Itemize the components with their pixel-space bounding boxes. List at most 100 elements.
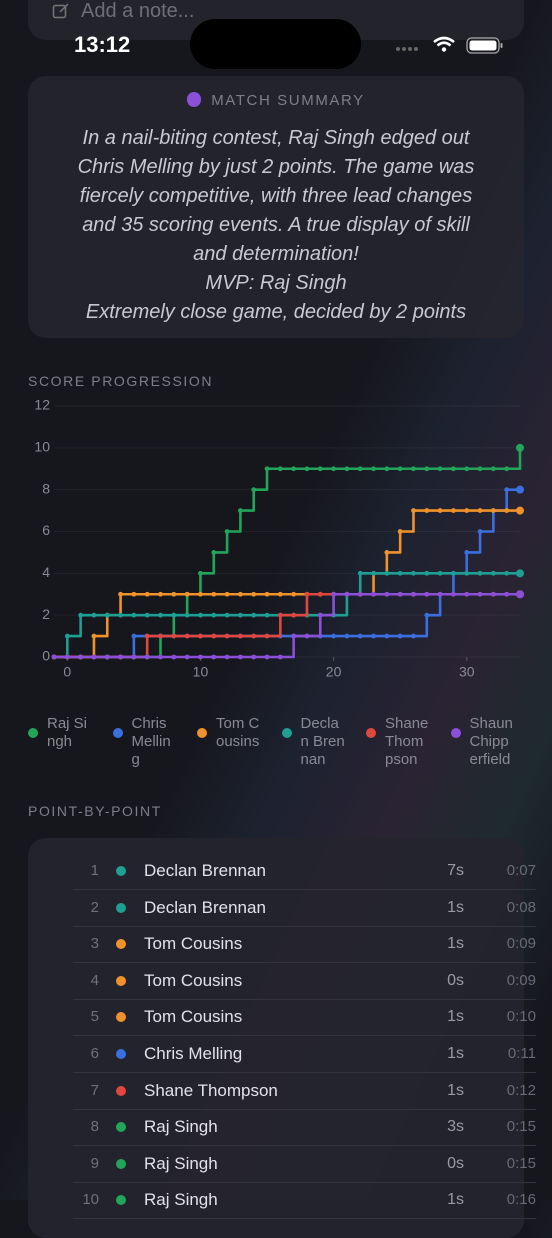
y-tick-label: 8: [42, 480, 50, 496]
point: [198, 612, 203, 618]
point: [384, 466, 390, 472]
row-number: 6: [90, 1045, 99, 1062]
legend: Raj Singh Chris Melling Tom Cousins Declan …: [28, 715, 528, 775]
point: [158, 591, 163, 597]
row-dot: [116, 939, 126, 950]
row-number: 9: [90, 1154, 99, 1172]
y-tick-label: 12: [34, 397, 50, 413]
note-placeholder[interactable]: Add a note...: [81, 0, 195, 22]
point: [277, 466, 283, 472]
point: [516, 443, 524, 452]
point: [264, 633, 270, 639]
point: [211, 591, 217, 597]
row-dot: [116, 866, 126, 876]
point: [291, 612, 297, 618]
point: [424, 612, 430, 618]
point: [277, 591, 283, 597]
point: [238, 654, 243, 660]
row-player: Shane Thompson: [144, 1080, 278, 1100]
point: [211, 633, 217, 639]
point: [477, 570, 483, 576]
x-tick-label: 0: [63, 664, 71, 680]
row-time: 0:10: [506, 1008, 536, 1026]
point: [344, 466, 350, 472]
list-row: 2 Declan Brennan 1s 0:08: [73, 890, 536, 927]
row-player: Tom Cousins: [144, 934, 243, 954]
row-player: Tom Cousins: [144, 1007, 243, 1027]
row-player: Chris Melling: [144, 1044, 243, 1063]
point: [424, 466, 430, 472]
legend-label: Tom Cousins: [216, 715, 260, 750]
summary-text: In a nail-biting contest, Raj Singh edge…: [77, 127, 475, 265]
summary-header: MATCH SUMMARY: [28, 92, 524, 110]
row-number: 3: [90, 935, 99, 953]
point: [371, 466, 376, 472]
point: [184, 591, 190, 597]
point: [251, 633, 257, 639]
point: [437, 466, 443, 472]
point: [477, 529, 483, 534]
point: [371, 633, 376, 639]
point: [251, 487, 257, 493]
row-player: Declan Brennan: [144, 861, 266, 880]
row-time: 0:09: [506, 971, 536, 989]
point: [91, 654, 97, 660]
list-title: POINT-BY-POINT: [28, 803, 162, 819]
point: [171, 612, 177, 618]
point: [64, 654, 70, 660]
point: [78, 654, 84, 660]
legend-swatch: [28, 728, 38, 738]
point: [344, 591, 350, 597]
legend-label: Raj Singh: [47, 715, 88, 750]
list-row: 6 Chris Melling 1s 0:11: [73, 1036, 536, 1073]
row-duration: 1s: [447, 898, 464, 916]
row-number: 2: [90, 898, 99, 916]
point: [198, 633, 203, 639]
point: [224, 591, 230, 597]
row-number: 5: [90, 1008, 99, 1026]
point: [371, 570, 376, 576]
point: [357, 633, 363, 639]
point: [304, 591, 310, 597]
point: [424, 591, 430, 597]
row-duration: 7s: [447, 862, 464, 879]
x-tick-label: 30: [459, 664, 475, 680]
row-time: 0:15: [506, 1154, 536, 1172]
row-dot: [116, 1049, 126, 1059]
point: [78, 612, 84, 618]
point: [384, 550, 390, 555]
point: [357, 591, 363, 597]
point: [477, 508, 483, 513]
row-player: Tom Cousins: [144, 970, 243, 990]
point: [91, 633, 97, 639]
legend-swatch: [450, 728, 461, 738]
point: [238, 508, 243, 513]
row-duration: 0s: [447, 971, 464, 989]
point: [516, 506, 524, 515]
point: [384, 570, 390, 576]
y-tick-label: 4: [42, 564, 50, 580]
legend-label: Chris Melling: [131, 715, 171, 768]
point: [411, 591, 416, 597]
row-duration: 3s: [447, 1118, 464, 1136]
row-player: Raj Singh: [144, 1153, 218, 1173]
status-icons: [396, 36, 503, 54]
point: [118, 654, 123, 660]
point: [504, 487, 510, 493]
point: [264, 591, 270, 597]
point: [104, 654, 110, 660]
series-line: [54, 592, 520, 659]
row-duration: 1s: [447, 935, 464, 953]
point: [184, 633, 190, 639]
point: [384, 633, 390, 639]
point: [477, 591, 483, 597]
point: [490, 508, 496, 513]
point: [277, 612, 283, 618]
y-tick-label: 2: [42, 606, 50, 622]
point: [224, 633, 230, 639]
point: [411, 570, 416, 576]
list-row: 8 Raj Singh 3s 0:15: [73, 1109, 536, 1147]
point: [397, 591, 403, 597]
y-tick-label: 0: [42, 648, 50, 664]
